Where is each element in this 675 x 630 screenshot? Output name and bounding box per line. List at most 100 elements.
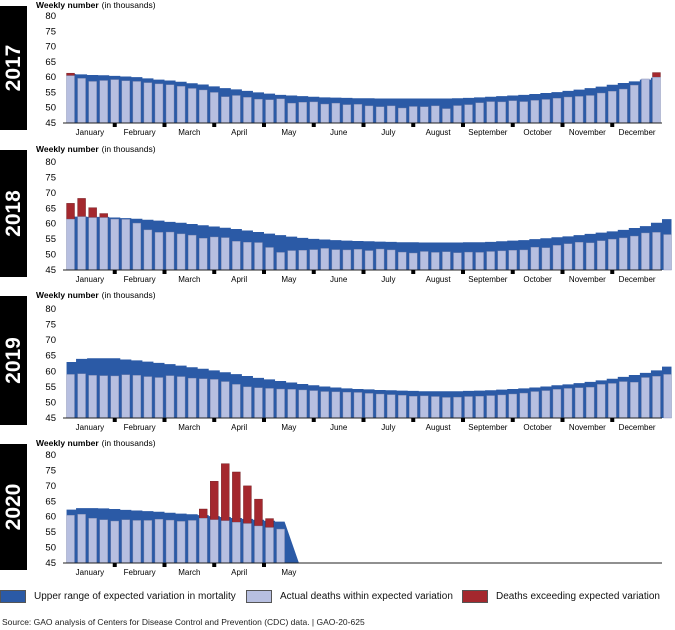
bar-exceeding — [254, 498, 263, 527]
year-box — [0, 444, 27, 570]
bar-within — [66, 75, 75, 124]
bar-within — [210, 519, 219, 564]
y-tick-label: 70 — [45, 335, 56, 346]
y-tick-label: 70 — [45, 188, 56, 199]
bar-within — [331, 391, 341, 419]
legend-within-swatch — [246, 590, 272, 603]
bar-within — [110, 79, 119, 124]
bar-within — [464, 104, 473, 124]
y-axis-title-bold: Weekly number — [36, 438, 99, 448]
bar-exceeding — [99, 213, 108, 218]
y-axis-title: Weekly number (in thousands) — [36, 438, 156, 448]
month-label: July — [381, 275, 395, 284]
year-box — [0, 150, 27, 277]
month-label: May — [281, 568, 296, 577]
y-tick-label: 80 — [45, 450, 56, 461]
bar-within — [199, 518, 208, 564]
bar-within — [176, 376, 186, 419]
chart-panel-2019: 2019 Weekly number (in thousands) 45 50 55 60 6… — [0, 290, 672, 432]
bar-within — [154, 518, 164, 564]
bar-within — [608, 238, 617, 271]
bar-within — [77, 216, 86, 271]
y-tick-label: 50 — [45, 103, 56, 114]
bar-within — [574, 96, 584, 124]
month-divider-tick — [311, 270, 316, 274]
bar-within — [652, 232, 661, 271]
month-label: February — [124, 568, 156, 577]
bar-within — [176, 521, 186, 564]
y-axis-title-bold: Weekly number — [36, 144, 99, 154]
bar-within — [486, 395, 495, 419]
bar-exceeding — [210, 481, 219, 521]
month-label: January — [76, 128, 104, 137]
bar-within — [176, 86, 186, 124]
month-label: November — [569, 423, 606, 432]
source-note: Source: GAO analysis of Centers for Dise… — [2, 617, 365, 627]
month-label: February — [124, 275, 156, 284]
y-axis-title: Weekly number (in thousands) — [36, 0, 156, 10]
bar-within — [309, 101, 318, 124]
month-label: January — [76, 275, 104, 284]
bar-within — [210, 379, 219, 419]
bar-within — [88, 518, 97, 564]
bar-within — [143, 82, 153, 124]
bar-within — [519, 392, 528, 419]
bar-within — [88, 81, 97, 124]
bar-within — [431, 105, 440, 124]
month-divider-tick — [262, 418, 266, 422]
bar-within — [475, 102, 484, 124]
bar-within — [585, 242, 595, 271]
month-label: November — [569, 128, 606, 137]
chart-panel-2017: 2017 Weekly number (in thousands) 45 50 55 60 6… — [0, 0, 662, 137]
month-divider-tick — [112, 270, 117, 274]
bar-within — [143, 520, 153, 564]
bar-within — [342, 104, 352, 124]
bar-within — [265, 388, 274, 419]
bar-within — [508, 100, 517, 124]
bar-within — [552, 245, 562, 271]
bar-within — [442, 397, 451, 419]
month-label: November — [569, 275, 606, 284]
y-tick-label: 80 — [45, 304, 56, 315]
bar-within — [652, 376, 661, 419]
bar-within — [187, 377, 197, 419]
year-label: 2017 — [2, 45, 25, 92]
bar-within — [221, 520, 230, 564]
bar-within — [619, 237, 628, 271]
month-label: September — [468, 275, 507, 284]
bar-within — [254, 98, 263, 124]
legend-upper-label: Upper range of expected variation in mor… — [34, 591, 236, 602]
month-divider-tick — [610, 418, 615, 422]
bar-within — [486, 101, 495, 124]
month-label: September — [468, 423, 507, 432]
month-divider-tick — [610, 123, 615, 127]
bar-within — [265, 247, 274, 271]
bar-within — [597, 384, 606, 419]
bar-within — [99, 80, 108, 124]
bar-within — [254, 525, 263, 564]
bar-exceeding — [221, 463, 230, 521]
bar-within — [353, 104, 363, 124]
bar-within — [530, 391, 540, 419]
month-label: January — [76, 568, 104, 577]
bar-within — [232, 384, 241, 419]
bar-within — [121, 219, 130, 271]
month-divider-tick — [112, 418, 117, 422]
month-label: October — [523, 275, 552, 284]
y-axis-title-unit: (in thousands) — [102, 0, 156, 10]
legend-exceeding-label: Deaths exceeding expected variation — [496, 591, 660, 602]
bar-within — [187, 520, 197, 564]
month-divider-tick — [212, 270, 217, 274]
bar-within — [453, 105, 462, 124]
month-divider-tick — [461, 123, 465, 127]
bar-within — [110, 375, 119, 419]
year-box — [0, 6, 27, 130]
bar-within — [276, 528, 285, 564]
bar-within — [298, 102, 307, 124]
bar-within — [541, 99, 551, 124]
bar-within — [375, 393, 385, 419]
bar-within — [254, 242, 263, 271]
bar-within — [77, 78, 86, 124]
bar-within — [409, 396, 418, 419]
month-label: July — [381, 128, 395, 137]
